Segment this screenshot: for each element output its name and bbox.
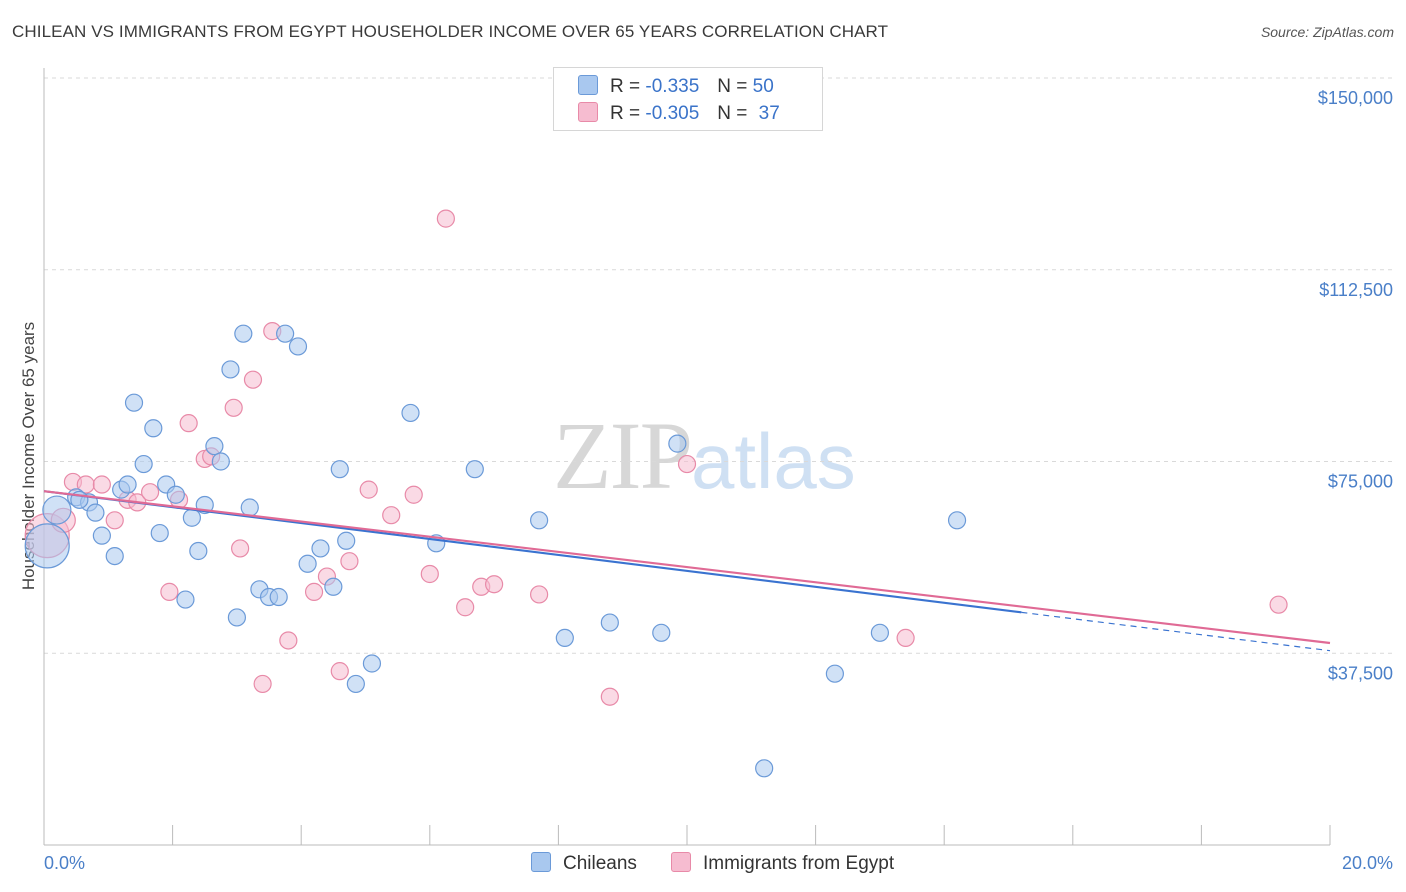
chileans-point	[362, 654, 382, 673]
legend-n-value: 37	[758, 103, 780, 124]
egypt-point	[420, 564, 439, 584]
egypt-point	[279, 631, 298, 650]
chileans-point	[124, 393, 144, 412]
legend-item-chileans[interactable]: Chileans	[531, 852, 637, 875]
x-tick-label: 0.0%	[44, 853, 85, 873]
chart-title: CHILEAN VS IMMIGRANTS FROM EGYPT HOUSEHO…	[12, 22, 889, 41]
chileans-point	[166, 485, 185, 504]
source-label: Source: ZipAtlas.com	[1260, 24, 1394, 40]
egypt-point	[160, 582, 179, 601]
egypt-point	[382, 506, 401, 525]
chileans-point	[234, 324, 253, 343]
legend-n-label: N =	[717, 76, 748, 97]
chileans-point	[227, 608, 246, 627]
chileans-point	[176, 590, 195, 609]
legend-row-chileans: R = -0.335 N = 50	[578, 75, 774, 101]
x-tick-label: 20.0%	[1342, 853, 1393, 873]
y-tick-label: $150,000	[1318, 88, 1393, 108]
chileans-point	[189, 541, 208, 561]
egypt-point	[179, 414, 198, 433]
chileans-point	[870, 623, 890, 642]
egypt-point	[530, 585, 549, 604]
chileans-point	[337, 531, 356, 550]
egypt-point	[896, 628, 915, 648]
chileans-point	[276, 324, 295, 343]
chileans-point	[42, 495, 72, 525]
chileans-point	[668, 434, 687, 453]
chileans-point	[24, 523, 70, 569]
legend-item-egypt[interactable]: Immigrants from Egypt	[671, 852, 894, 875]
egypt-point	[92, 475, 111, 494]
egypt-legend-icon	[671, 852, 691, 872]
legend-r-value: -0.305	[645, 103, 700, 124]
egypt-point	[140, 483, 160, 502]
egypt-point	[224, 398, 243, 417]
chileans-point	[134, 454, 153, 474]
egypt-swatch-icon	[578, 102, 598, 122]
egypt-point	[304, 582, 324, 601]
chileans-point	[105, 546, 124, 566]
legend-n-label: N =	[717, 103, 748, 124]
legend-n-value: 50	[752, 76, 774, 97]
chileans-point	[118, 475, 137, 494]
chileans-point	[530, 511, 549, 530]
chileans-point	[150, 523, 169, 543]
egypt-point	[436, 209, 455, 228]
correlation-legend: R = -0.335 N = 50 R = -0.305 N = 37	[553, 67, 823, 131]
chileans-point	[221, 360, 240, 379]
egypt-point	[105, 511, 124, 530]
chileans-point	[288, 337, 308, 356]
chileans-point	[211, 452, 230, 471]
egypt-point	[1269, 595, 1288, 614]
chileans-legend-icon	[531, 852, 551, 872]
y-tick-label: $112,500	[1319, 280, 1393, 300]
chileans-point	[269, 587, 288, 607]
egypt-point	[253, 674, 272, 694]
chileans-point	[755, 759, 774, 778]
legend-r-value: -0.335	[645, 76, 700, 97]
egypt-point	[359, 480, 378, 499]
y-tick-label: $37,500	[1328, 663, 1393, 683]
chileans-trend-extension	[1021, 611, 1331, 652]
chileans-point	[92, 526, 111, 545]
chileans-point	[182, 508, 201, 527]
egypt-point	[485, 575, 504, 594]
egypt-point	[600, 687, 619, 706]
chileans-point	[555, 628, 574, 648]
chileans-point	[600, 613, 619, 632]
egypt-trend-line	[43, 490, 1331, 645]
egypt-point	[404, 485, 423, 504]
legend-r-label: R =	[610, 103, 641, 124]
chileans-point	[324, 577, 343, 596]
chileans-point	[144, 419, 163, 438]
egypt-point	[330, 662, 349, 681]
egypt-point	[243, 370, 263, 389]
legend-label-chileans: Chileans	[563, 853, 637, 874]
chileans-point	[825, 664, 844, 683]
chileans-point	[330, 460, 349, 479]
chileans-point	[465, 460, 484, 479]
series-legend: Chileans Immigrants from Egypt	[0, 852, 1406, 878]
chileans-point	[298, 554, 317, 573]
chileans-point	[240, 498, 259, 517]
legend-r-label: R =	[610, 76, 641, 97]
chileans-point	[652, 623, 671, 642]
egypt-point	[456, 598, 475, 617]
egypt-point	[677, 454, 697, 474]
chileans-point	[346, 674, 365, 694]
chileans-point	[311, 539, 330, 558]
egypt-point	[340, 552, 359, 571]
chileans-point	[205, 437, 224, 456]
chileans-point	[947, 511, 967, 530]
egypt-point	[231, 539, 250, 558]
chileans-point	[86, 503, 105, 522]
legend-row-egypt: R = -0.305 N = 37	[578, 102, 780, 128]
y-tick-label: $75,000	[1328, 472, 1393, 492]
legend-label-egypt: Immigrants from Egypt	[703, 853, 895, 874]
chileans-point	[401, 403, 420, 423]
chileans-swatch-icon	[578, 75, 598, 95]
